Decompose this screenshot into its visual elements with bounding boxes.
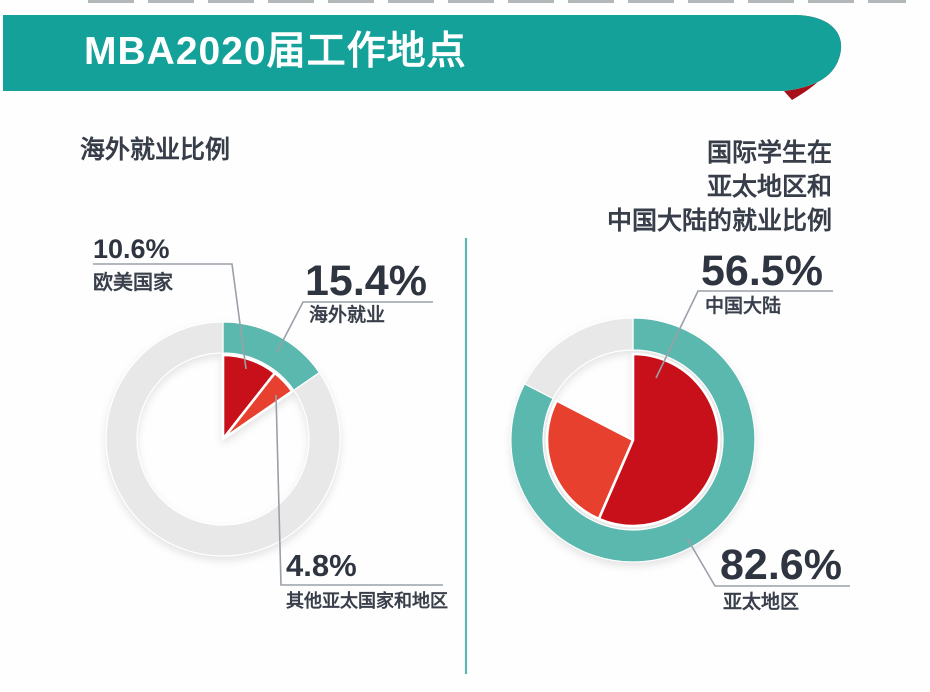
- ring-segment-remainder: [524, 317, 634, 400]
- right-panel-title: 国际学生在 亚太地区和 中国大陆的就业比例: [606, 139, 832, 235]
- page-edge-artifact: [88, 0, 906, 3]
- leader-line-other-apac: [275, 394, 443, 586]
- mainland-label: 中国大陆: [705, 296, 782, 317]
- overseas-label: 海外就业: [309, 305, 386, 326]
- mainland-value: 56.5%: [701, 247, 823, 295]
- other-apac-label: 其他亚太国家和地区: [286, 591, 448, 611]
- right-donut-chart: [510, 317, 756, 563]
- left-donut-chart: [105, 321, 341, 557]
- europe-us-label: 欧美国家: [93, 272, 173, 294]
- ring-segment-remainder: [105, 321, 341, 557]
- leader-line-mainland: [655, 290, 833, 379]
- ring-segment-亚太地区: [510, 317, 756, 563]
- other-apac-value: 4.8%: [286, 548, 357, 583]
- banner-bar-shape: [3, 15, 842, 91]
- europe-us-value: 10.6%: [93, 234, 170, 264]
- apac-value: 82.6%: [720, 541, 842, 589]
- page-title: MBA2020届工作地点: [84, 30, 467, 73]
- left-panel-title: 海外就业比例: [80, 136, 231, 164]
- pie-wedge-亚太地区(除中国大陆): [545, 399, 635, 521]
- overseas-value: 15.4%: [305, 257, 427, 305]
- banner-red-swoosh-shape: [784, 15, 842, 100]
- apac-label: 亚太地区: [723, 592, 800, 613]
- pie-wedge-其他亚太国家和地区: [221, 371, 294, 441]
- leader-line-apac: [686, 537, 850, 587]
- leader-line-overseas: [276, 301, 433, 353]
- leader-line-europe-us: [93, 263, 247, 370]
- pie-wedge-中国大陆: [597, 352, 721, 528]
